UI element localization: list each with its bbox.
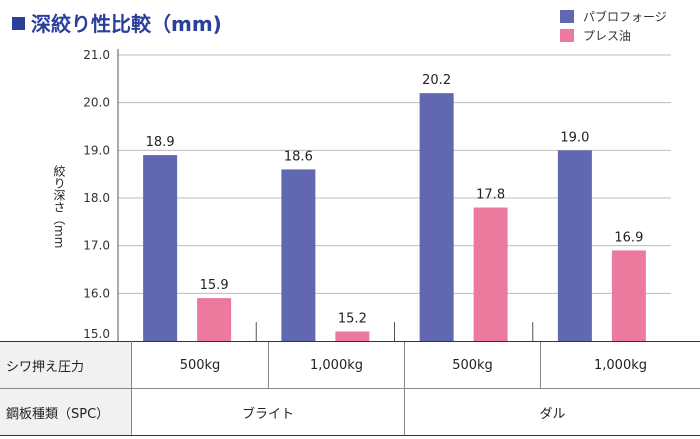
row-header-pressure: シワ押え圧力 bbox=[0, 341, 132, 389]
data-label: 15.9 bbox=[200, 278, 229, 293]
cell-pressure-3: 500kg bbox=[404, 341, 541, 389]
y-tick-label: 16.0 bbox=[83, 286, 110, 300]
y-tick-label: 19.0 bbox=[83, 143, 110, 157]
cell-pressure-1: 500kg bbox=[131, 341, 269, 389]
bar-pablo bbox=[143, 155, 178, 341]
y-tick-label: 17.0 bbox=[83, 239, 110, 253]
legend-item-press-oil: プレス油 bbox=[560, 26, 667, 45]
bar-chart: 15.0 16.0 17.0 18.0 19.0 20.0 21.0 18.9 15.9 18.6… bbox=[83, 48, 671, 341]
bar-press-oil bbox=[473, 207, 508, 341]
legend-item-pablo: パブロフォージ bbox=[560, 7, 667, 26]
y-tick-label: 15.0 bbox=[83, 327, 110, 341]
data-label: 16.9 bbox=[614, 230, 643, 245]
cell-pressure-4: 1,000kg bbox=[540, 341, 700, 389]
bar-press-oil bbox=[197, 298, 232, 341]
legend-label-press-oil: プレス油 bbox=[583, 29, 632, 43]
bar-pablo bbox=[557, 150, 592, 341]
condition-table: シワ押え圧力 500kg 1,000kg 500kg 1,000kg 鋼板種類（… bbox=[0, 341, 700, 436]
data-label: 19.0 bbox=[560, 130, 589, 145]
chart-title-text: 深絞り性比較（mm) bbox=[31, 12, 222, 36]
cell-steel-dull: ダル bbox=[404, 388, 700, 436]
y-tick-label: 18.0 bbox=[83, 191, 110, 205]
row-header-steel: 鋼板種類（SPC） bbox=[0, 388, 132, 436]
cell-pressure-2: 1,000kg bbox=[268, 341, 405, 389]
bar-press-oil bbox=[611, 250, 646, 341]
data-label: 18.9 bbox=[146, 135, 175, 150]
legend-label-pablo: パブロフォージ bbox=[583, 10, 667, 24]
data-label: 15.2 bbox=[338, 311, 367, 326]
legend-swatch-pablo bbox=[560, 10, 574, 23]
y-tick-label: 21.0 bbox=[83, 48, 110, 62]
cell-steel-bright: ブライト bbox=[131, 388, 405, 436]
data-label: 20.2 bbox=[422, 73, 451, 88]
legend-swatch-press-oil bbox=[560, 29, 574, 42]
table-row-pressure: シワ押え圧力 500kg 1,000kg 500kg 1,000kg bbox=[0, 341, 700, 389]
chart-title: 深絞り性比較（mm) bbox=[12, 8, 222, 37]
y-axis-label: 絞り深さ（mm bbox=[52, 165, 66, 249]
data-label: 18.6 bbox=[284, 149, 313, 164]
bar-pablo bbox=[281, 169, 316, 341]
data-label: 17.8 bbox=[476, 188, 505, 203]
title-square-icon bbox=[12, 17, 25, 30]
y-tick-label: 20.0 bbox=[83, 96, 110, 110]
bar-press-oil bbox=[335, 331, 370, 341]
bar-pablo bbox=[419, 93, 454, 341]
legend: パブロフォージ プレス油 bbox=[560, 7, 667, 45]
table-row-steel: 鋼板種類（SPC） ブライト ダル bbox=[0, 388, 700, 436]
